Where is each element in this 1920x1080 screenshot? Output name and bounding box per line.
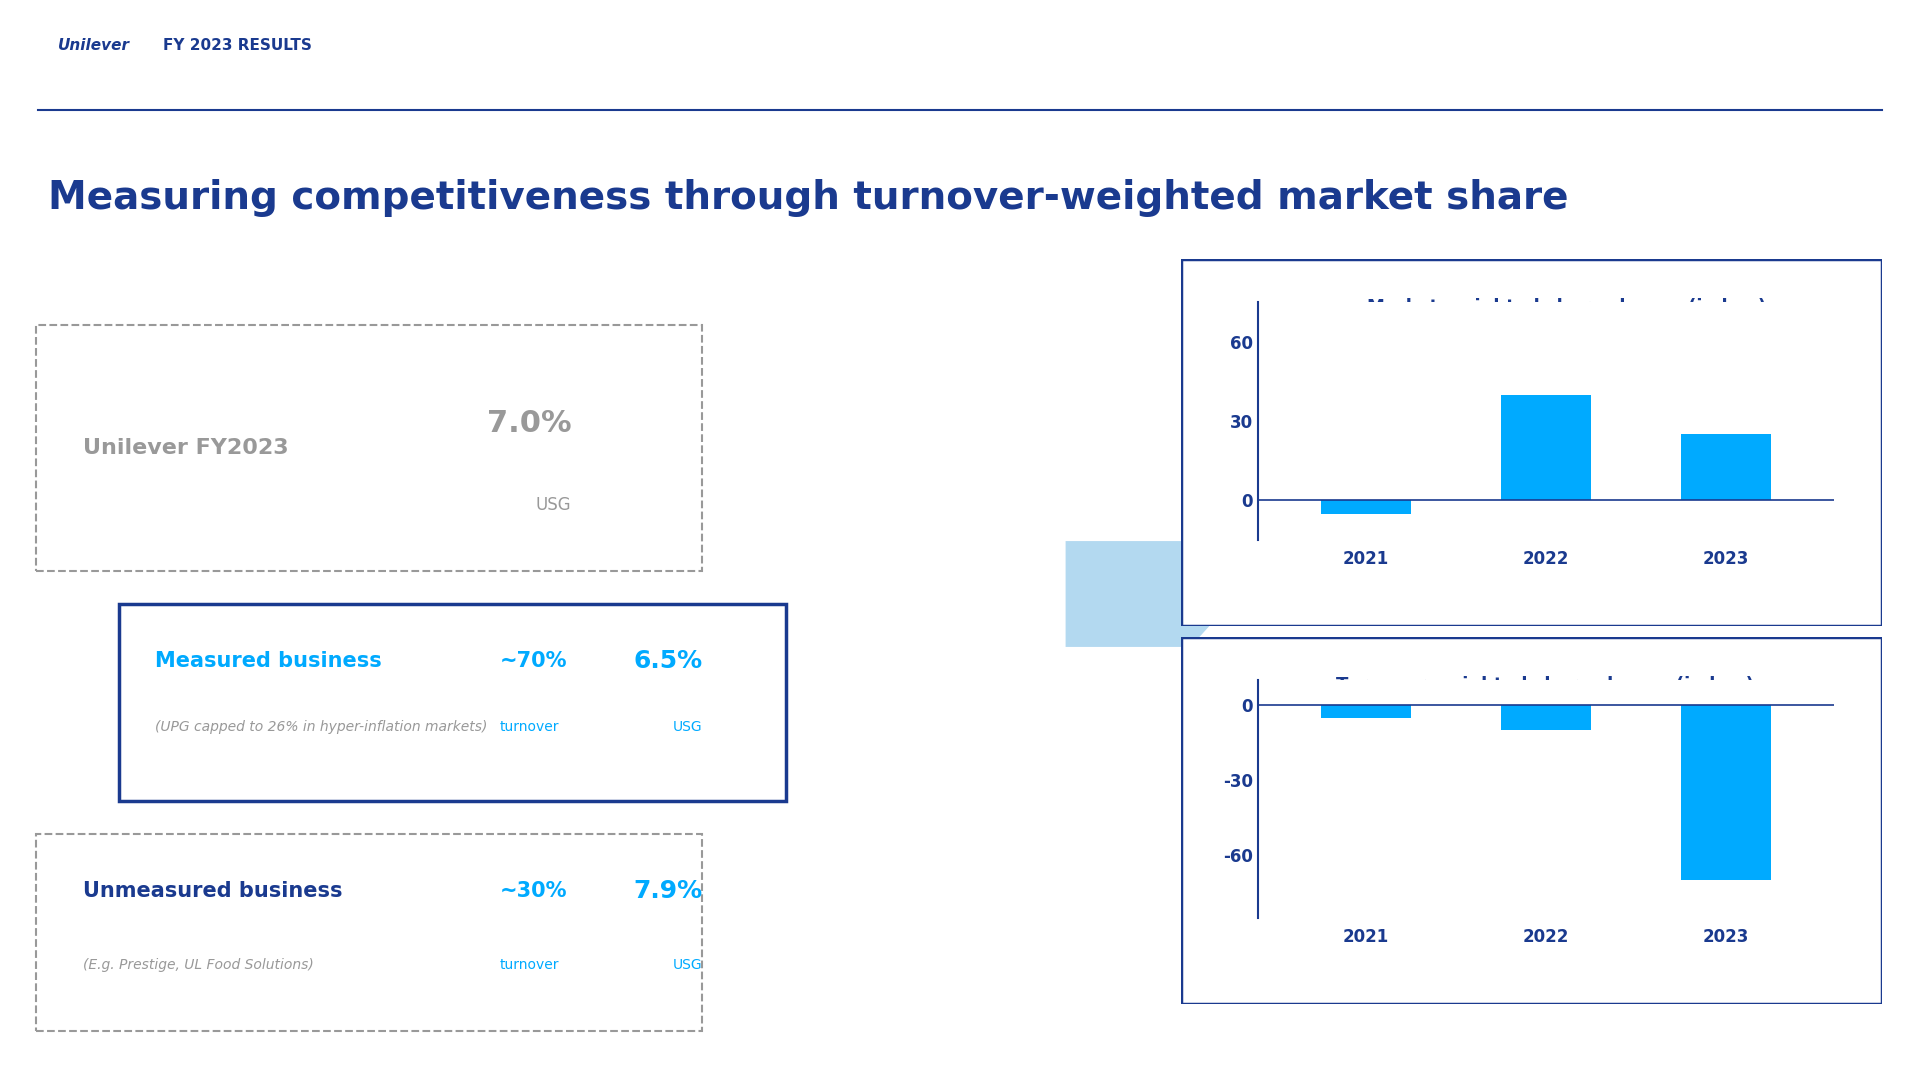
Text: turnover: turnover [499, 958, 559, 972]
Text: 21: 21 [1791, 1043, 1818, 1063]
Polygon shape [1066, 541, 1238, 647]
Text: ~30%: ~30% [499, 881, 568, 901]
Text: USG: USG [536, 497, 572, 514]
Text: 7.9%: 7.9% [634, 879, 703, 903]
Text: Measured business: Measured business [156, 651, 382, 672]
Text: 7.0%: 7.0% [488, 409, 572, 437]
Text: Unilever: Unilever [58, 38, 129, 53]
Text: Helped by our footprint: Helped by our footprint [1421, 593, 1642, 611]
Bar [1501, 705, 1590, 730]
Text: Unilever FY2023: Unilever FY2023 [83, 438, 288, 458]
Bar [1321, 500, 1411, 514]
Text: Driven by losses in Europe and North America: Driven by losses in Europe and North Ame… [1315, 971, 1747, 989]
Text: Turnover-weighted share change (in bps): Turnover-weighted share change (in bps) [1336, 676, 1755, 694]
Text: (E.g. Prestige, UL Food Solutions): (E.g. Prestige, UL Food Solutions) [83, 958, 315, 972]
Text: ~70%: ~70% [499, 651, 568, 672]
Text: turnover: turnover [499, 720, 559, 734]
Text: Measuring competitiveness through turnover-weighted market share: Measuring competitiveness through turnov… [48, 178, 1569, 217]
Text: FY 2023 RESULTS: FY 2023 RESULTS [163, 38, 313, 53]
Bar [1501, 395, 1590, 500]
Text: Market-weighted share change (in bps): Market-weighted share change (in bps) [1367, 298, 1766, 316]
Text: USG: USG [672, 958, 703, 972]
Text: (UPG capped to 26% in hyper-inflation markets): (UPG capped to 26% in hyper-inflation ma… [156, 720, 488, 734]
FancyBboxPatch shape [1181, 637, 1882, 1004]
Bar [1680, 434, 1770, 500]
Bar [1680, 705, 1770, 880]
FancyBboxPatch shape [1181, 259, 1882, 626]
Bar [1321, 705, 1411, 718]
Text: 6.5%: 6.5% [634, 649, 703, 674]
Text: USG: USG [672, 720, 703, 734]
Text: Unmeasured business: Unmeasured business [83, 881, 344, 901]
